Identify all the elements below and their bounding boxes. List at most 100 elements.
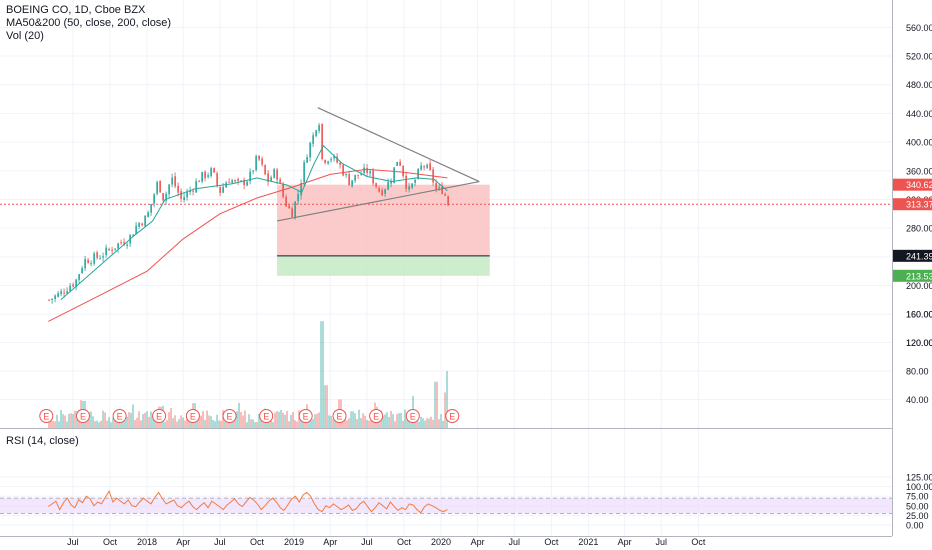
volume-bar <box>394 421 396 428</box>
candle-body <box>342 165 344 176</box>
volume-bar <box>436 381 438 428</box>
candle-body <box>369 171 371 174</box>
legend-vol[interactable]: Vol (20) <box>6 30 44 42</box>
candle-body <box>87 259 89 264</box>
candle-body <box>156 181 158 194</box>
volume-bar <box>218 420 220 428</box>
volume-bar <box>260 417 262 428</box>
volume-bar <box>414 418 416 428</box>
candle-body <box>327 161 329 164</box>
volume-bar <box>430 416 432 428</box>
chart-legend: BOEING CO, 1D, Cboe BZX MA50&200 (50, cl… <box>6 4 171 43</box>
earnings-marker <box>112 409 127 423</box>
volume-bar <box>222 410 224 428</box>
volume-bar <box>400 412 402 428</box>
volume-bar <box>148 416 150 428</box>
time-tick-label: Apr <box>471 537 485 547</box>
volume-bar <box>428 418 430 428</box>
volume-bar <box>100 420 102 428</box>
candle-body <box>138 223 140 227</box>
rsi-tick-label: 50.00 <box>906 501 929 511</box>
candle-body <box>198 181 200 183</box>
price-tick-label: 400.00 <box>906 138 932 148</box>
price-label-tag <box>893 269 932 282</box>
volume-bar <box>126 417 128 428</box>
trendline <box>276 180 480 222</box>
price-label-tag <box>893 249 932 262</box>
time-tick-label: 2021 <box>578 537 598 547</box>
candle-body <box>396 161 398 166</box>
earnings-marker <box>185 409 200 423</box>
price-tick-label: 560.00 <box>906 23 932 33</box>
volume-bar <box>182 417 184 428</box>
candle-body <box>210 168 212 177</box>
candle-body <box>141 223 143 226</box>
candle-body <box>108 249 110 251</box>
rsi-legend[interactable]: RSI (14, close) <box>6 435 79 447</box>
volume-bar <box>442 420 444 428</box>
candle-body <box>225 182 227 188</box>
volume-bar <box>398 413 400 428</box>
volume-bar <box>420 416 422 428</box>
candle-body <box>183 197 185 201</box>
volume-bar <box>388 417 390 428</box>
candle-body <box>132 234 134 237</box>
rsi-pane <box>0 490 892 514</box>
candle-body <box>294 201 296 219</box>
candle-body <box>57 293 59 297</box>
volume-bar <box>322 321 324 428</box>
volume-bar <box>426 418 428 428</box>
candle-body <box>54 295 56 299</box>
price-label-text: 213.53 <box>906 271 932 281</box>
candle-body <box>60 291 62 295</box>
candle-body <box>123 242 125 245</box>
volume-bar <box>146 411 148 428</box>
candle-body <box>255 155 257 171</box>
volume-bar <box>282 412 284 428</box>
candle-body <box>276 169 278 180</box>
earnings-marker <box>445 409 460 423</box>
volume-bar <box>270 419 272 428</box>
candle-body <box>84 259 86 269</box>
candle-body <box>444 194 446 196</box>
volume-bar <box>424 420 426 428</box>
volume-bar <box>432 419 434 428</box>
candle-body <box>147 212 149 217</box>
volume-bar <box>402 420 404 428</box>
volume-bar <box>348 418 350 428</box>
volume-bar <box>244 410 246 428</box>
volume-bar <box>62 414 64 428</box>
candle-body <box>366 167 368 174</box>
candle-body <box>285 196 287 207</box>
earnings-marker <box>75 409 90 423</box>
volume-bar <box>128 412 130 428</box>
candle-body <box>111 249 113 251</box>
candle-body <box>48 299 50 301</box>
earnings-marker-label: E <box>410 412 416 422</box>
volume-bar <box>274 412 276 428</box>
volume-bar <box>88 412 90 428</box>
candle-body <box>201 171 203 182</box>
volume-bar <box>382 416 384 428</box>
volume-bar <box>268 421 270 428</box>
stop-zone <box>277 184 490 256</box>
volume-bar <box>316 413 318 428</box>
volume-bar <box>276 411 278 428</box>
legend-symbol[interactable]: BOEING CO, 1D, Cboe BZX <box>6 4 146 16</box>
ma200-line <box>48 168 448 322</box>
candle-body <box>399 161 401 166</box>
volume-bar <box>130 412 132 428</box>
earnings-marker-label: E <box>449 412 455 422</box>
volume-bar <box>248 414 250 428</box>
legend-ma[interactable]: MA50&200 (50, close, 200, close) <box>6 17 172 29</box>
volume-bar <box>184 420 186 428</box>
volume-bar <box>206 410 208 428</box>
volume-bar <box>258 413 260 428</box>
volume-bar <box>212 419 214 428</box>
candle-body <box>384 189 386 194</box>
volume-bar <box>204 419 206 428</box>
time-tick-label: 2020 <box>431 537 451 547</box>
price-tick-label: 480.00 <box>906 80 932 90</box>
